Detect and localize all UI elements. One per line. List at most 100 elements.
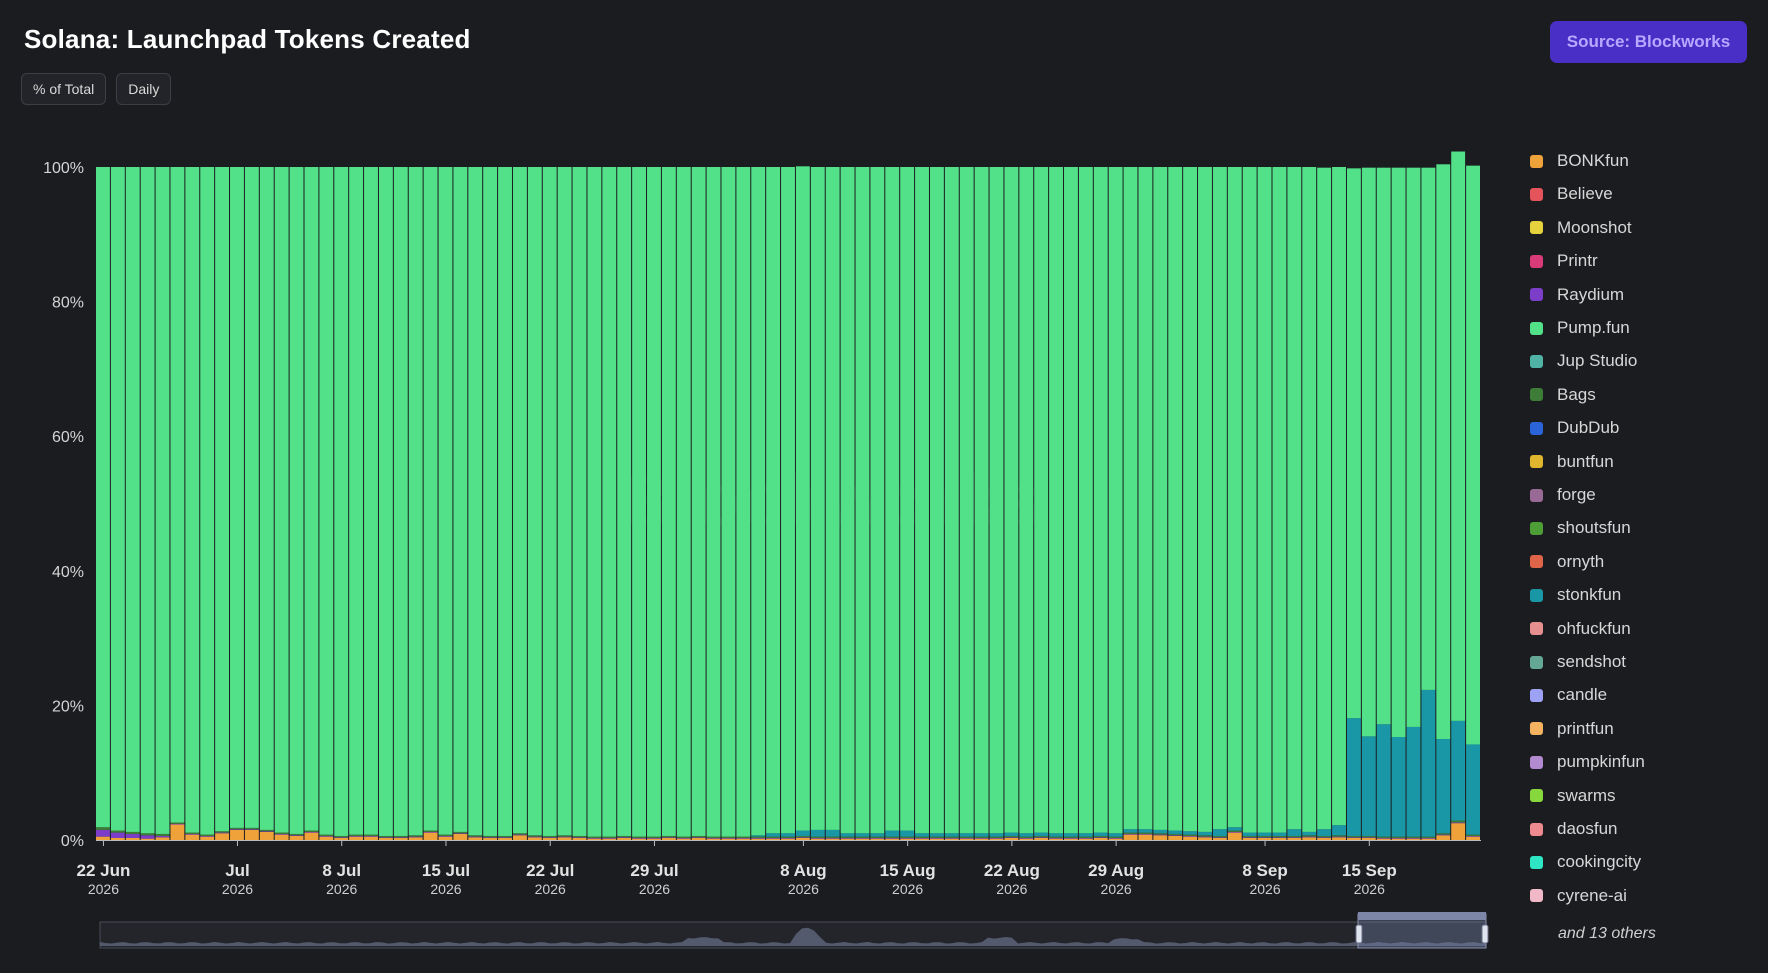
bar-segment-pump-fun[interactable] xyxy=(512,167,527,834)
bar-segment-bonkfun[interactable] xyxy=(959,838,974,840)
bar-segment-bags[interactable] xyxy=(751,836,766,838)
bar-segment-pump-fun[interactable] xyxy=(736,167,751,837)
bar-segment-raydium[interactable] xyxy=(1049,837,1064,839)
bar-segment-bonkfun[interactable] xyxy=(825,838,840,840)
bar-segment-bonkfun[interactable] xyxy=(1123,834,1138,840)
bar-segment-bonkfun[interactable] xyxy=(1451,823,1466,840)
bar-segment-bonkfun[interactable] xyxy=(438,836,453,840)
bar-segment-bags[interactable] xyxy=(1019,836,1034,838)
bar-segment-raydium[interactable] xyxy=(1272,837,1287,838)
bar-segment-bags[interactable] xyxy=(125,831,140,834)
bar-segment-bonkfun[interactable] xyxy=(855,838,870,840)
bar-segment-bonkfun[interactable] xyxy=(1361,837,1376,840)
bar-segment-bonkfun[interactable] xyxy=(706,838,721,840)
bar-segment-bonkfun[interactable] xyxy=(1317,837,1332,840)
bar-segment-pump-fun[interactable] xyxy=(1421,167,1436,690)
bar-segment-bags[interactable] xyxy=(498,835,512,838)
bar-segment-pump-fun[interactable] xyxy=(1004,167,1019,833)
bar-segment-bags[interactable] xyxy=(1332,835,1346,837)
bar-segment-bags[interactable] xyxy=(736,836,751,838)
bar-segment-bags[interactable] xyxy=(542,835,557,838)
bar-segment-bags[interactable] xyxy=(900,836,915,838)
bar-segment-raydium[interactable] xyxy=(274,833,289,835)
bar-segment-pump-fun[interactable] xyxy=(140,167,155,834)
bar-segment-bonkfun[interactable] xyxy=(810,838,825,840)
legend-item[interactable]: Raydium xyxy=(1530,284,1624,306)
bar-segment-stonkfun[interactable] xyxy=(855,833,870,837)
bar-segment-raydium[interactable] xyxy=(1153,834,1168,836)
bar-segment-bags[interactable] xyxy=(1287,835,1302,838)
bar-segment-bags[interactable] xyxy=(1361,835,1376,838)
bar-segment-bonkfun[interactable] xyxy=(423,832,438,840)
bar-segment-bags[interactable] xyxy=(885,836,900,838)
bar-segment-raydium[interactable] xyxy=(334,837,349,838)
bar-segment-bags[interactable] xyxy=(468,835,483,837)
bar-segment-bags[interactable] xyxy=(1272,835,1287,838)
bar-segment-bags[interactable] xyxy=(959,836,974,838)
bar-segment-bags[interactable] xyxy=(944,836,959,838)
bar-segment-raydium[interactable] xyxy=(1064,837,1078,839)
bar-segment-pump-fun[interactable] xyxy=(438,167,453,835)
bar-segment-stonkfun[interactable] xyxy=(1198,831,1212,836)
bar-segment-pump-fun[interactable] xyxy=(1272,167,1287,833)
bar-segment-stonkfun[interactable] xyxy=(1019,833,1034,837)
bar-segment-bags[interactable] xyxy=(155,833,170,836)
bar-segment-raydium[interactable] xyxy=(1287,837,1302,838)
bar-segment-bags[interactable] xyxy=(632,836,647,838)
bar-segment-bags[interactable] xyxy=(1346,835,1361,838)
bar-segment-bags[interactable] xyxy=(1406,836,1421,838)
bar-segment-pump-fun[interactable] xyxy=(676,167,691,837)
bar-segment-bags[interactable] xyxy=(364,834,378,836)
bar-segment-bonkfun[interactable] xyxy=(185,834,200,840)
bar-segment-bonkfun[interactable] xyxy=(870,838,885,840)
bar-segment-bonkfun[interactable] xyxy=(408,837,423,840)
bar-segment-bags[interactable] xyxy=(1168,833,1183,836)
legend-item[interactable]: sendshot xyxy=(1530,651,1626,673)
bar-segment-bonkfun[interactable] xyxy=(200,836,215,840)
bar-segment-raydium[interactable] xyxy=(468,836,483,838)
bar-segment-raydium[interactable] xyxy=(900,837,915,839)
legend-item[interactable]: ohfuckfun xyxy=(1530,618,1631,640)
bar-segment-pump-fun[interactable] xyxy=(1108,167,1123,834)
navigator-scroll-handle[interactable] xyxy=(1358,912,1486,920)
bar-segment-bonkfun[interactable] xyxy=(1242,837,1257,840)
bar-segment-raydium[interactable] xyxy=(185,833,200,835)
bar-segment-raydium[interactable] xyxy=(885,837,900,839)
bar-segment-bonkfun[interactable] xyxy=(393,837,408,840)
bar-segment-bags[interactable] xyxy=(1108,836,1123,838)
bar-segment-bags[interactable] xyxy=(647,836,661,838)
bar-segment-bonkfun[interactable] xyxy=(1376,838,1391,840)
bar-segment-stonkfun[interactable] xyxy=(1332,825,1346,836)
bar-segment-raydium[interactable] xyxy=(557,836,572,838)
bar-segment-pump-fun[interactable] xyxy=(453,167,468,832)
bar-segment-bonkfun[interactable] xyxy=(557,837,572,840)
legend-item[interactable]: stonkfun xyxy=(1530,584,1621,606)
bar-segment-bags[interactable] xyxy=(766,836,781,838)
bar-segment-raydium[interactable] xyxy=(1198,836,1212,838)
bar-segment-pump-fun[interactable] xyxy=(1168,167,1183,831)
bar-segment-bonkfun[interactable] xyxy=(364,836,378,840)
bar-segment-raydium[interactable] xyxy=(781,837,795,839)
bar-segment-bags[interactable] xyxy=(378,835,393,838)
bar-segment-raydium[interactable] xyxy=(527,836,542,838)
bar-segment-pump-fun[interactable] xyxy=(1064,167,1078,834)
bar-segment-raydium[interactable] xyxy=(915,837,929,839)
bar-segment-bags[interactable] xyxy=(602,836,617,838)
bar-segment-raydium[interactable] xyxy=(825,837,840,839)
bar-segment-raydium[interactable] xyxy=(244,829,259,830)
bar-segment-raydium[interactable] xyxy=(751,837,766,839)
bar-segment-pump-fun[interactable] xyxy=(1317,167,1332,830)
bar-segment-bonkfun[interactable] xyxy=(1138,834,1153,840)
bar-segment-bags[interactable] xyxy=(795,835,810,838)
bar-segment-bags[interactable] xyxy=(289,833,304,836)
bar-segment-pump-fun[interactable] xyxy=(1153,167,1168,830)
bar-segment-raydium[interactable] xyxy=(602,837,617,839)
bar-segment-bonkfun[interactable] xyxy=(1287,837,1302,840)
bar-segment-bonkfun[interactable] xyxy=(483,837,498,840)
bar-segment-bags[interactable] xyxy=(1376,836,1391,838)
bar-segment-stonkfun[interactable] xyxy=(870,833,885,837)
bar-segment-pump-fun[interactable] xyxy=(825,167,840,830)
bar-segment-pump-fun[interactable] xyxy=(900,167,915,831)
bar-segment-raydium[interactable] xyxy=(1227,831,1242,833)
navigator-handle[interactable] xyxy=(1481,924,1489,944)
